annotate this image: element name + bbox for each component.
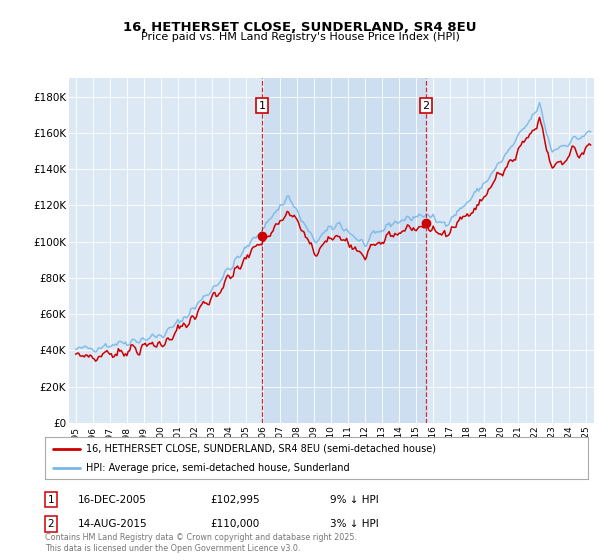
Text: 14-AUG-2015: 14-AUG-2015 xyxy=(78,519,148,529)
Text: Contains HM Land Registry data © Crown copyright and database right 2025.
This d: Contains HM Land Registry data © Crown c… xyxy=(45,533,357,553)
Text: Price paid vs. HM Land Registry's House Price Index (HPI): Price paid vs. HM Land Registry's House … xyxy=(140,32,460,42)
Text: 16, HETHERSET CLOSE, SUNDERLAND, SR4 8EU (semi-detached house): 16, HETHERSET CLOSE, SUNDERLAND, SR4 8EU… xyxy=(86,444,436,454)
Text: 9% ↓ HPI: 9% ↓ HPI xyxy=(330,494,379,505)
Text: £110,000: £110,000 xyxy=(210,519,259,529)
Text: 3% ↓ HPI: 3% ↓ HPI xyxy=(330,519,379,529)
Text: 1: 1 xyxy=(259,101,266,110)
Bar xyxy=(262,78,426,423)
Text: 2: 2 xyxy=(47,519,55,529)
Text: £102,995: £102,995 xyxy=(210,494,260,505)
Text: 16-DEC-2005: 16-DEC-2005 xyxy=(78,494,147,505)
Text: 16, HETHERSET CLOSE, SUNDERLAND, SR4 8EU: 16, HETHERSET CLOSE, SUNDERLAND, SR4 8EU xyxy=(123,21,477,34)
Text: HPI: Average price, semi-detached house, Sunderland: HPI: Average price, semi-detached house,… xyxy=(86,463,349,473)
Text: 2: 2 xyxy=(422,101,430,110)
Text: 1: 1 xyxy=(47,494,55,505)
